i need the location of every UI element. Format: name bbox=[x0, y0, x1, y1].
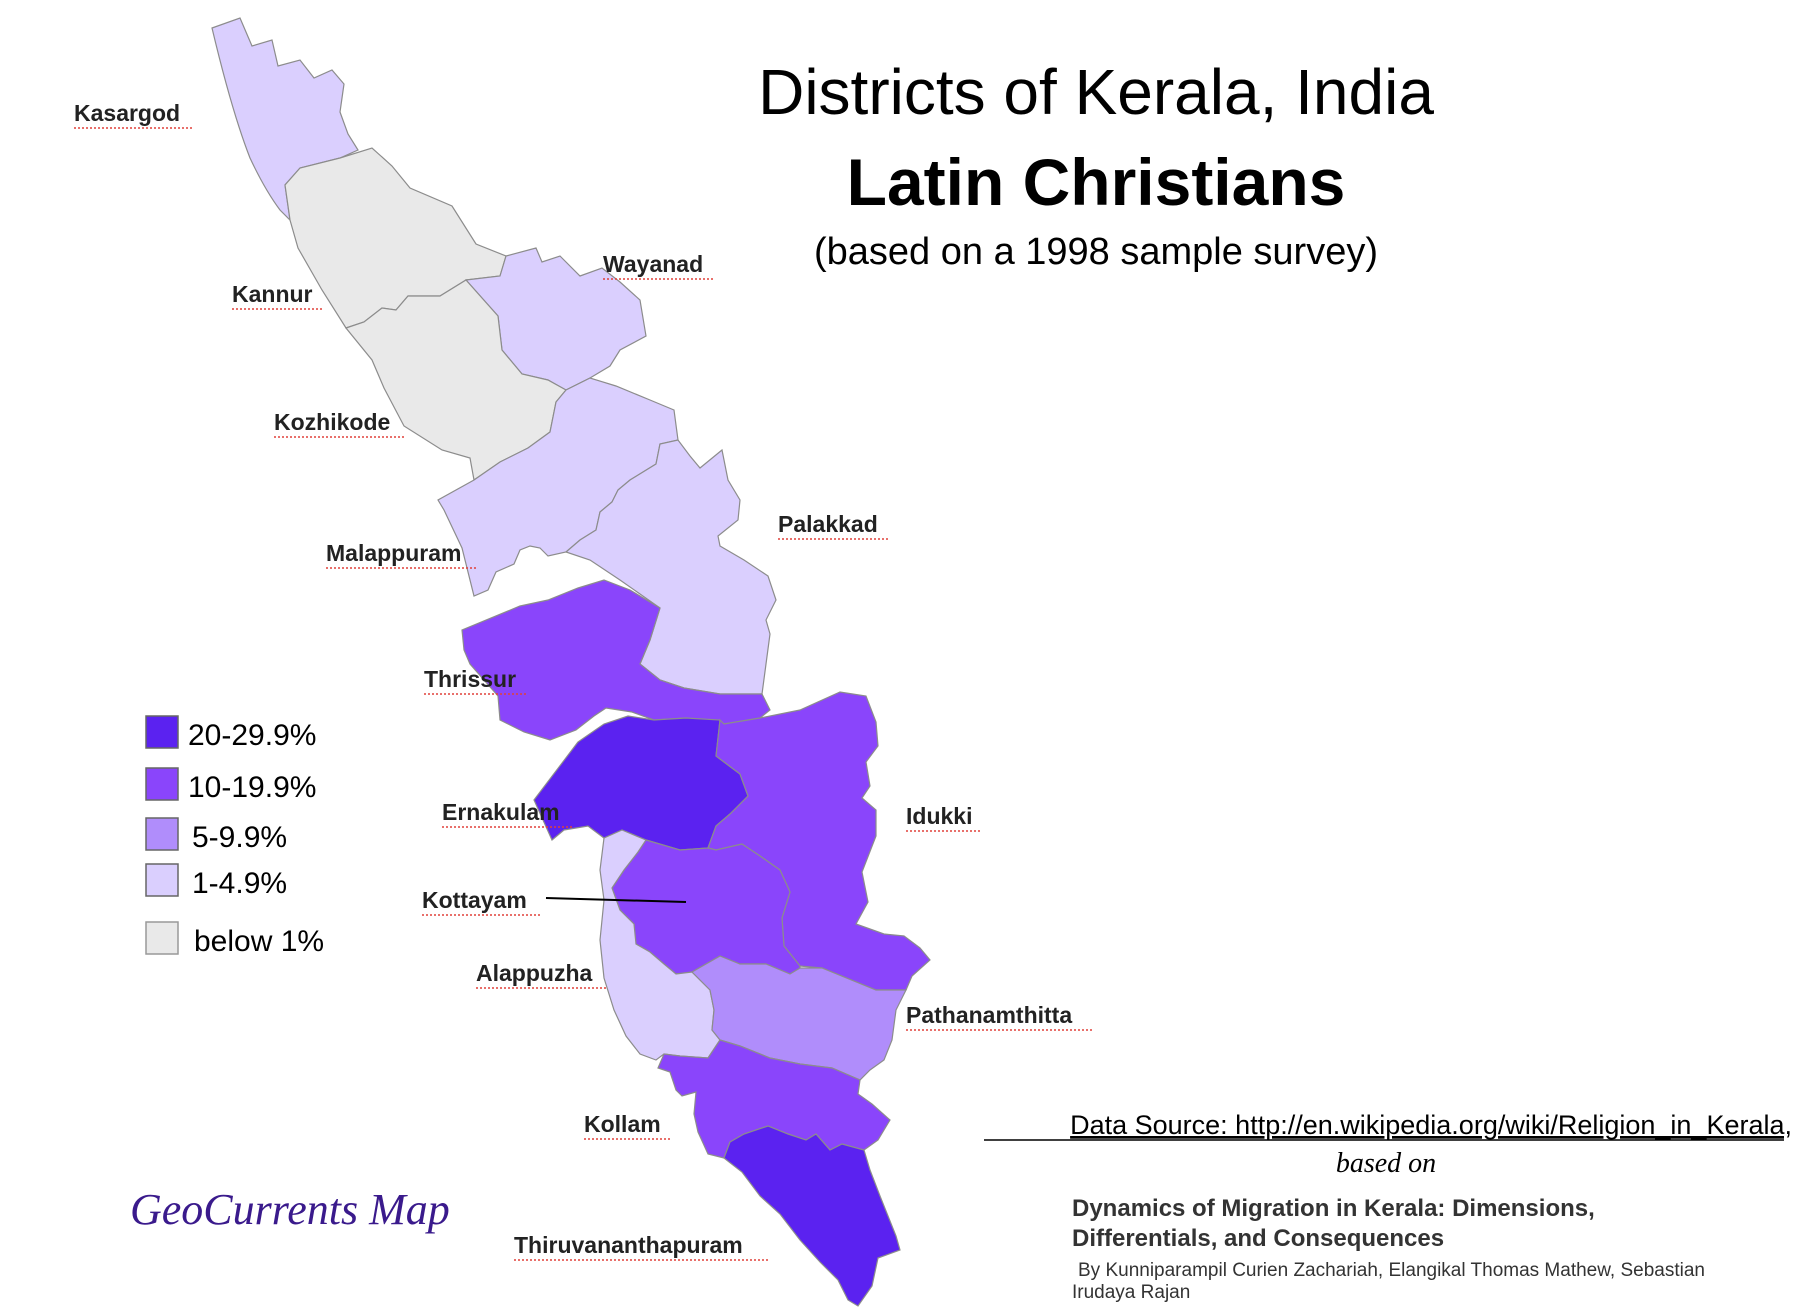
book-title-line2: Differentials, and Consequences bbox=[1072, 1225, 1444, 1252]
kottayam-leader-line bbox=[545, 897, 687, 903]
geocurrents-brand: GeoCurrents Map bbox=[130, 1185, 450, 1234]
map-title: Districts of Kerala, India bbox=[758, 56, 1434, 128]
label-kozhikode: Kozhikode bbox=[274, 409, 390, 435]
label-wayanad: Wayanad bbox=[603, 251, 703, 277]
source-block: Data Source: http://en.wikipedia.org/wik… bbox=[984, 1110, 1792, 1303]
label-kasargod: Kasargod bbox=[74, 100, 180, 126]
label-idukki: Idukki bbox=[906, 803, 972, 829]
label-palakkad: Palakkad bbox=[778, 511, 878, 537]
legend-label-0: 20-29.9% bbox=[188, 719, 316, 752]
label-ernakulam: Ernakulam bbox=[442, 799, 560, 825]
map-note: (based on a 1998 sample survey) bbox=[814, 231, 1378, 273]
legend-label-2: 5-9.9% bbox=[192, 821, 287, 854]
authors-line2: Irudaya Rajan bbox=[1072, 1282, 1190, 1303]
legend-label-3: 1-4.9% bbox=[192, 867, 287, 900]
label-alappuzha: Alappuzha bbox=[476, 960, 592, 986]
legend-swatch-3 bbox=[145, 863, 179, 897]
district-pathanamthitta[interactable] bbox=[691, 955, 907, 1081]
legend-swatch-2 bbox=[145, 817, 179, 851]
legend: 20-29.9% 10-19.9% 5-9.9% 1-4.9% below 1% bbox=[145, 715, 324, 958]
district-shapes bbox=[211, 17, 931, 1307]
label-malappuram: Malappuram bbox=[326, 540, 461, 566]
legend-label-1: 10-19.9% bbox=[188, 771, 316, 804]
label-pathanamthitta: Pathanamthitta bbox=[906, 1002, 1072, 1028]
book-title-line1: Dynamics of Migration in Kerala: Dimensi… bbox=[1072, 1195, 1595, 1222]
map-subtitle: Latin Christians bbox=[847, 145, 1346, 219]
label-thrissur: Thrissur bbox=[424, 666, 516, 692]
district-kasargod[interactable] bbox=[211, 17, 359, 222]
label-kannur: Kannur bbox=[232, 281, 313, 307]
district-thiruvananthapuram[interactable] bbox=[723, 1125, 901, 1307]
legend-swatch-1 bbox=[145, 767, 179, 801]
label-thiruvananthapuram: Thiruvananthapuram bbox=[514, 1232, 743, 1258]
legend-swatch-4 bbox=[145, 921, 179, 955]
authors-line1: By Kunniparampil Curien Zachariah, Elang… bbox=[1078, 1260, 1705, 1281]
district-idukki[interactable] bbox=[707, 691, 931, 991]
label-kollam: Kollam bbox=[584, 1111, 661, 1137]
based-on-text: based on bbox=[1336, 1148, 1436, 1179]
district-labels: Kasargod Kannur Wayanad Kozhikode Malapp… bbox=[74, 100, 1092, 1261]
legend-swatch-0 bbox=[145, 715, 179, 749]
legend-label-4: below 1% bbox=[194, 925, 324, 958]
label-kottayam: Kottayam bbox=[422, 887, 527, 913]
data-source-link[interactable]: Data Source: http://en.wikipedia.org/wik… bbox=[1070, 1110, 1792, 1140]
